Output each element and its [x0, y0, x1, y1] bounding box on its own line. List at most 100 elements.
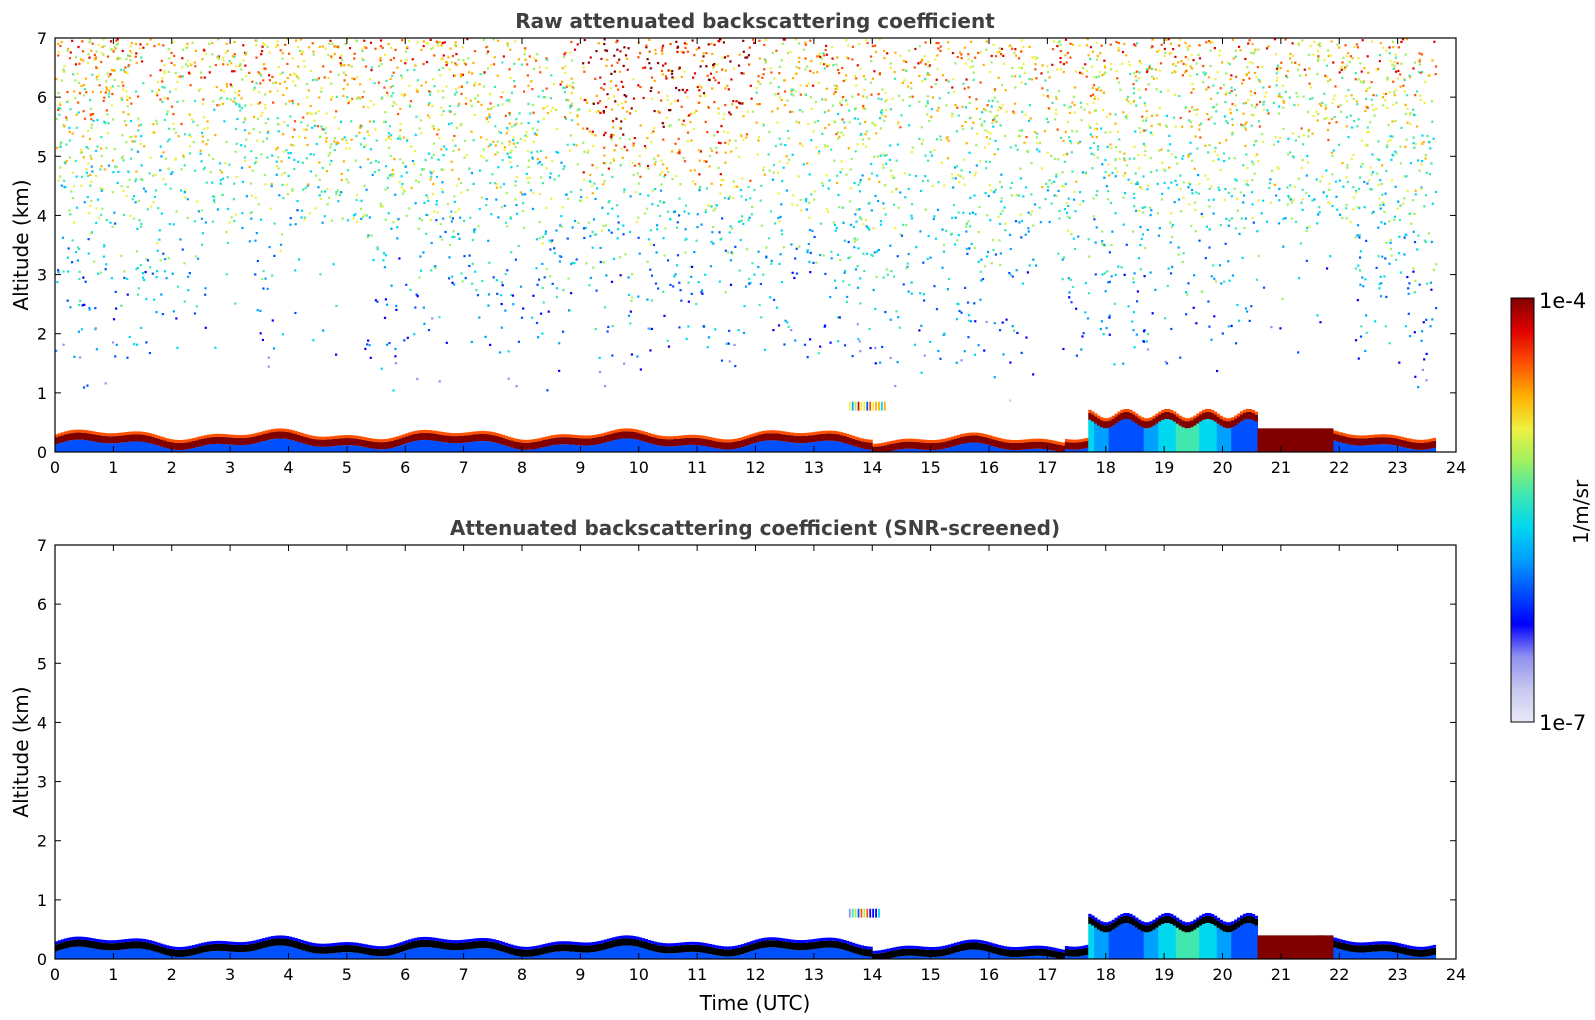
heatmap-cell — [708, 447, 713, 452]
heatmap-cell — [1250, 191, 1254, 194]
heatmap-cell — [1184, 421, 1188, 429]
heatmap-cell — [541, 242, 544, 245]
heatmap-cell — [1117, 414, 1121, 422]
heatmap-cell — [507, 155, 511, 159]
heatmap-cell — [379, 59, 382, 62]
heatmap-cell — [541, 262, 544, 265]
heatmap-cell — [542, 301, 545, 304]
heatmap-cell — [1291, 42, 1294, 45]
heatmap-cell — [968, 442, 972, 452]
heatmap-cell — [329, 39, 332, 43]
heatmap-cell — [385, 79, 388, 83]
heatmap-cell — [1013, 51, 1016, 54]
heatmap-cell — [1178, 418, 1183, 426]
heatmap-cell — [832, 92, 836, 96]
heatmap-cell — [359, 143, 363, 146]
heatmap-cell — [89, 184, 92, 187]
heatmap-cell — [675, 264, 679, 267]
heatmap-cell — [955, 130, 958, 133]
heatmap-cell — [1005, 110, 1008, 113]
heatmap-cell — [527, 449, 532, 452]
heatmap-cell — [401, 39, 404, 42]
heatmap-cell — [457, 436, 462, 444]
heatmap-cell — [91, 42, 94, 45]
heatmap-cell — [1214, 280, 1218, 283]
heatmap-cell — [936, 449, 940, 452]
heatmap-cell — [1245, 74, 1248, 77]
heatmap-cell — [1338, 71, 1341, 74]
heatmap-cell — [74, 79, 77, 82]
heatmap-cell — [431, 440, 435, 452]
heatmap-cell — [1389, 59, 1392, 63]
heatmap-cell — [376, 449, 380, 452]
heatmap-cell — [875, 401, 877, 411]
heatmap-cell — [1365, 89, 1368, 93]
heatmap-cell — [735, 147, 738, 150]
heatmap-cell — [600, 86, 603, 90]
heatmap-cell — [901, 438, 905, 442]
heatmap-cell — [899, 233, 902, 236]
heatmap-cell — [848, 434, 853, 438]
heatmap-cell — [564, 71, 567, 74]
heatmap-cell — [276, 431, 281, 439]
heatmap-cell — [227, 444, 231, 452]
heatmap-cell — [1240, 217, 1243, 220]
heatmap-cell — [845, 300, 848, 304]
heatmap-cell — [1403, 90, 1407, 93]
heatmap-cell — [796, 443, 800, 452]
heatmap-cell — [720, 178, 723, 182]
heatmap-cell — [155, 276, 158, 279]
heatmap-cell — [473, 113, 476, 117]
heatmap-cell — [1167, 186, 1170, 190]
heatmap-cell — [446, 432, 450, 436]
heatmap-cell — [836, 87, 839, 90]
heatmap-cell — [845, 443, 850, 452]
heatmap-cell — [631, 161, 634, 164]
heatmap-cell — [594, 444, 599, 452]
heatmap-cell — [1422, 140, 1425, 144]
heatmap-cell — [924, 449, 929, 452]
heatmap-cell — [1108, 251, 1111, 254]
heatmap-cell — [816, 431, 821, 435]
heatmap-cell — [466, 432, 470, 436]
heatmap-cell — [1381, 201, 1384, 204]
heatmap-cell — [78, 92, 82, 95]
heatmap-cell — [387, 438, 392, 442]
heatmap-cell — [1409, 122, 1412, 125]
heatmap-cell — [516, 141, 519, 145]
heatmap-cell — [595, 289, 598, 292]
heatmap-cell — [970, 127, 974, 130]
heatmap-cell — [1251, 420, 1256, 452]
heatmap-cell — [394, 48, 397, 51]
heatmap-cell — [1018, 449, 1022, 452]
heatmap-cell — [235, 435, 240, 438]
heatmap-cell — [105, 88, 109, 91]
heatmap-cell — [677, 151, 680, 154]
heatmap-cell — [1055, 97, 1058, 100]
heatmap-cell — [1389, 241, 1392, 244]
heatmap-cell — [513, 124, 516, 127]
heatmap-cell — [771, 51, 774, 54]
heatmap-cell — [1325, 116, 1329, 120]
heatmap-cell — [950, 173, 954, 176]
heatmap-cell — [799, 84, 802, 87]
heatmap-cell — [1380, 434, 1384, 438]
heatmap-cell — [393, 447, 397, 452]
heatmap-cell — [335, 445, 339, 452]
heatmap-cell — [272, 347, 276, 350]
heatmap-cell — [1397, 69, 1400, 73]
heatmap-cell — [335, 110, 338, 113]
heatmap-cell — [654, 282, 658, 285]
heatmap-cell — [746, 248, 749, 251]
heatmap-cell — [419, 269, 423, 272]
heatmap-cell — [179, 238, 182, 241]
heatmap-cell — [116, 432, 120, 436]
heatmap-cell — [442, 154, 445, 157]
heatmap-cell — [963, 87, 966, 90]
heatmap-cell — [1073, 190, 1076, 194]
heatmap-cell — [240, 97, 243, 100]
heatmap-cell — [686, 50, 689, 53]
heatmap-cell — [833, 84, 836, 87]
heatmap-cell — [535, 267, 538, 270]
